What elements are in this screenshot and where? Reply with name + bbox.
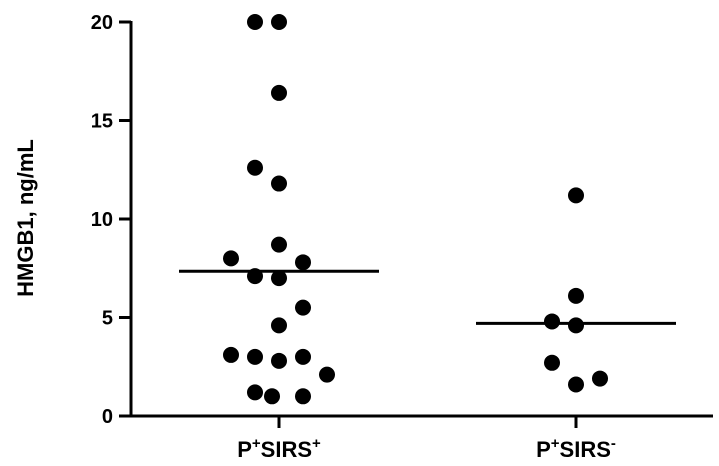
y-tick-label: 20: [91, 12, 113, 34]
category-text: P: [536, 437, 551, 462]
data-point: [295, 348, 311, 365]
category-text: SIRS: [560, 437, 611, 462]
data-point: [295, 388, 311, 405]
data-point: [271, 352, 287, 369]
data-point: [271, 14, 287, 30]
y-tick-label: 0: [102, 406, 113, 428]
y-axis-title: HMGB1, ng/mL: [13, 139, 38, 297]
category-superscript: +: [252, 435, 261, 452]
category-text: SIRS: [261, 437, 312, 462]
data-point: [271, 236, 287, 253]
category-superscript: +: [312, 435, 321, 452]
y-tick-label: 5: [102, 308, 113, 330]
data-points: [223, 14, 608, 405]
category-superscript: +: [551, 435, 560, 452]
data-point: [544, 354, 560, 371]
data-point: [544, 313, 560, 330]
data-point: [568, 187, 584, 204]
data-point: [223, 346, 239, 363]
y-tick-label: 10: [91, 209, 113, 231]
data-point: [271, 84, 287, 101]
data-point: [271, 270, 287, 287]
data-point: [568, 317, 584, 334]
data-point: [295, 299, 311, 316]
data-point: [247, 384, 263, 401]
data-point: [271, 175, 287, 192]
median-lines: [179, 269, 676, 325]
y-tick-label: 15: [91, 111, 113, 133]
category-text: P: [237, 437, 252, 462]
category-label: P+SIRS+: [237, 435, 321, 462]
data-point: [247, 348, 263, 365]
data-point: [568, 376, 584, 393]
data-point: [568, 287, 584, 304]
data-point: [319, 366, 335, 383]
data-point: [295, 254, 311, 271]
category-superscript: -: [611, 435, 616, 452]
y-axis: 0 5 10 15 20: [91, 12, 133, 428]
data-point: [271, 317, 287, 334]
data-point: [592, 370, 608, 387]
data-point: [247, 14, 263, 30]
x-axis: P+SIRS+ P+SIRS-: [129, 414, 713, 462]
data-point: [264, 388, 280, 405]
data-point: [223, 250, 239, 267]
category-label: P+SIRS-: [536, 435, 616, 462]
data-point: [247, 159, 263, 176]
